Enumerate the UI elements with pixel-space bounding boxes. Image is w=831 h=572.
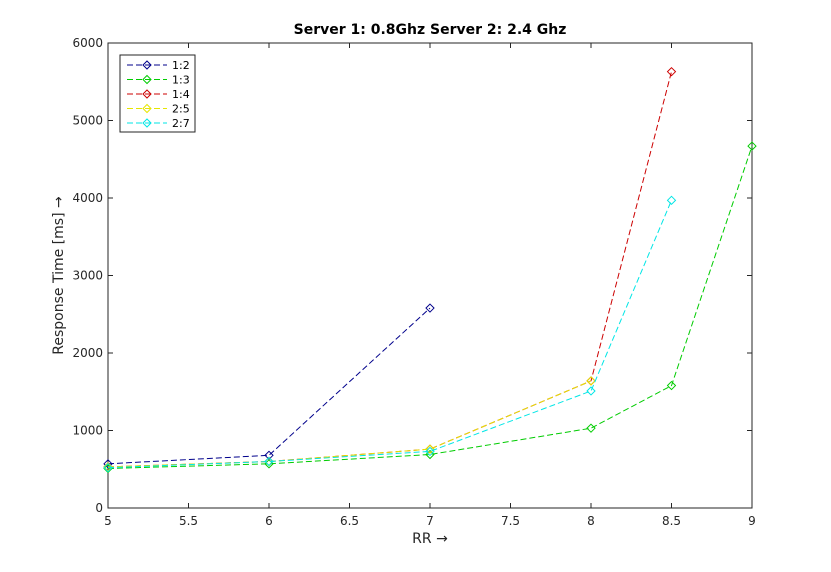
plot-area	[107, 42, 753, 509]
chart-title: Server 1: 0.8Ghz Server 2: 2.4 Ghz	[294, 22, 567, 38]
series-line	[107, 71, 672, 468]
y-tick-label: 4000	[72, 191, 103, 205]
x-axis: 5 5.5 6 6.5 7 7.5 8 8.5 9	[104, 43, 756, 528]
y-tick-label: 2000	[72, 346, 103, 360]
data-point	[425, 446, 435, 457]
data-point	[747, 141, 757, 151]
x-tick-label: 5.5	[179, 514, 198, 528]
x-tick-label: 5	[104, 514, 112, 528]
data-point	[586, 386, 596, 396]
legend-label: 2:5	[172, 103, 190, 116]
series-layer	[103, 66, 757, 474]
series-line	[107, 380, 592, 468]
legend-marker	[142, 89, 152, 99]
legend-label: 1:4	[172, 88, 190, 101]
series-line	[107, 307, 431, 465]
y-tick-label: 6000	[72, 36, 103, 50]
x-tick-label: 6	[265, 514, 273, 528]
legend-label: 1:2	[172, 59, 190, 72]
y-tick-label: 5000	[72, 114, 103, 128]
data-point	[103, 462, 113, 472]
x-tick-label: 7.5	[501, 514, 520, 528]
y-axis-label: Response Time [ms] →	[51, 196, 67, 355]
data-point	[264, 456, 274, 467]
y-tick-label: 0	[95, 501, 103, 515]
legend-marker	[142, 74, 152, 85]
legend-label: 1:3	[172, 74, 190, 87]
data-point	[666, 380, 677, 391]
legend: 1:2 1:31:4 2:52:7	[119, 54, 196, 133]
data-point	[425, 303, 435, 313]
x-axis-label: RR →	[412, 531, 448, 547]
data-point	[586, 376, 596, 386]
x-tick-label: 8.5	[662, 514, 681, 528]
y-axis: 0 1000 2000 3000 4000 5000 6000	[72, 36, 752, 515]
x-tick-label: 7	[426, 514, 434, 528]
x-tick-label: 8	[587, 514, 595, 528]
legend-marker	[142, 60, 152, 70]
legend-marker	[142, 103, 152, 114]
x-tick-label: 9	[748, 514, 756, 528]
data-point	[666, 195, 677, 206]
data-point	[425, 444, 435, 454]
data-point	[666, 66, 677, 77]
x-tick-label: 6.5	[340, 514, 359, 528]
series-2-7	[103, 195, 677, 473]
data-point	[103, 459, 113, 469]
y-tick-label: 1000	[72, 424, 103, 438]
series-line	[107, 200, 672, 469]
legend-marker	[142, 118, 152, 128]
legend-label: 2:7	[172, 117, 190, 130]
y-tick-label: 3000	[72, 269, 103, 283]
data-point	[586, 423, 596, 433]
data-point	[103, 462, 113, 473]
